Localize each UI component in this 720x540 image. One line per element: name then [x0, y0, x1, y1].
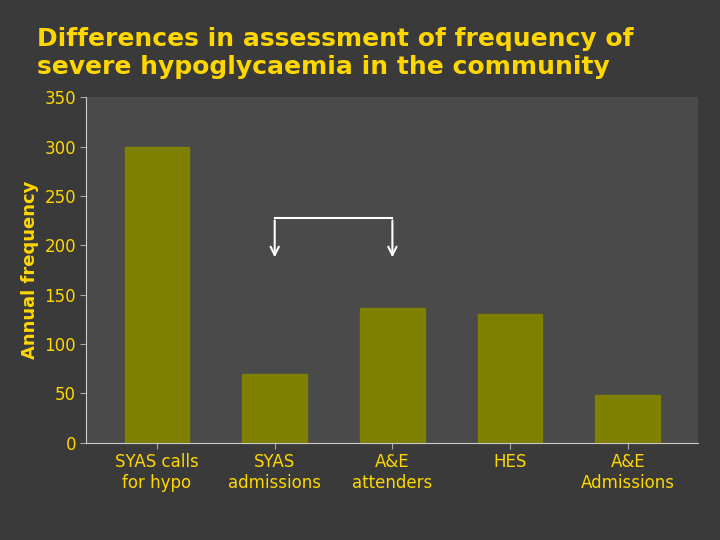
Text: Differences in assessment of frequency of
severe hypoglycaemia in the community: Differences in assessment of frequency o…: [37, 27, 634, 79]
Bar: [478, 314, 542, 443]
Bar: [595, 395, 660, 443]
Y-axis label: Annual frequency: Annual frequency: [21, 181, 39, 359]
Bar: [125, 146, 189, 443]
Bar: [243, 374, 307, 443]
Bar: [360, 307, 425, 443]
